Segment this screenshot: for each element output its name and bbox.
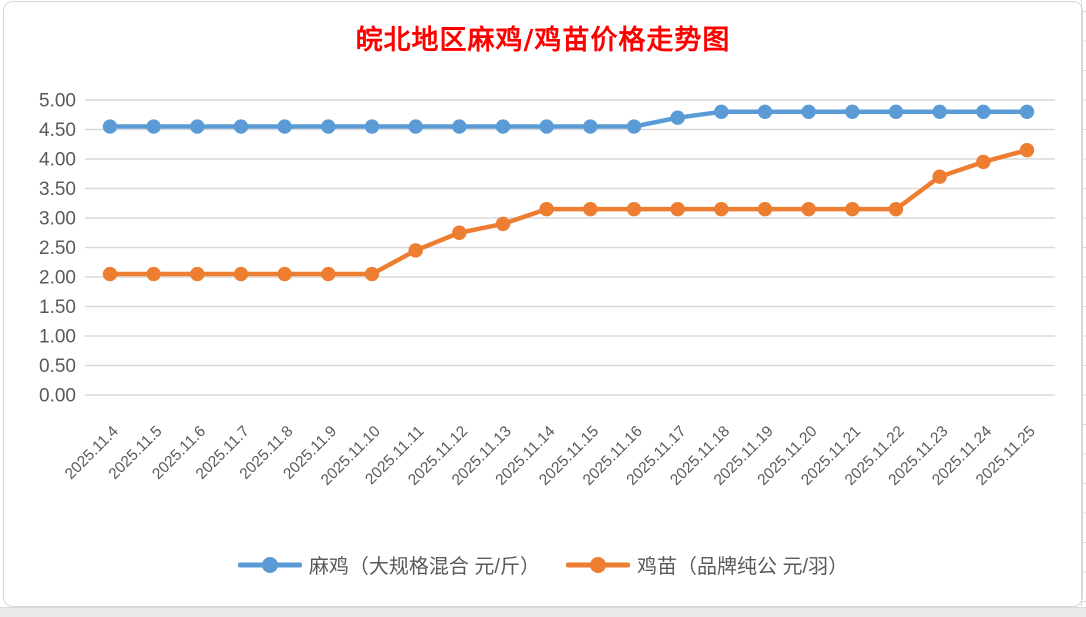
data-point-marker	[976, 154, 991, 170]
data-point-marker	[757, 104, 773, 120]
data-point-marker	[714, 104, 729, 120]
data-point-marker	[233, 266, 249, 282]
data-point-marker	[364, 119, 380, 134]
data-point-marker	[539, 201, 554, 217]
y-axis-tick-label: 3.00	[39, 209, 76, 230]
data-point-marker	[932, 104, 947, 120]
data-point-marker	[670, 201, 685, 217]
series-line-0	[107, 109, 1030, 129]
data-point-marker	[539, 119, 554, 134]
legend-item-jimiao: 鸡苗（品牌纯公 元/羽）	[566, 550, 848, 579]
data-point-marker	[452, 119, 467, 134]
data-point-marker	[408, 243, 423, 258]
data-point-marker	[801, 201, 816, 217]
data-point-marker	[190, 119, 205, 134]
data-point-marker	[146, 119, 161, 134]
legend-line-marker-maji	[237, 556, 302, 573]
data-point-marker	[102, 266, 118, 282]
data-point-marker	[364, 266, 380, 282]
data-point-marker	[102, 119, 118, 134]
data-point-marker	[714, 201, 729, 217]
data-point-marker	[146, 266, 161, 282]
y-axis-tick-label: 2.50	[39, 238, 76, 259]
chart-title: 皖北地区麻鸡/鸡苗价格走势图	[355, 25, 731, 56]
y-axis-tick-label: 3.50	[39, 179, 76, 200]
legend-label-jimiao: 鸡苗（品牌纯公 元/羽）	[637, 556, 849, 578]
data-point-marker	[845, 104, 860, 120]
y-axis-tick-label: 1.50	[39, 297, 76, 318]
data-point-marker	[321, 266, 336, 282]
data-point-marker	[321, 119, 336, 134]
data-point-marker	[1019, 104, 1035, 120]
data-point-marker	[583, 201, 598, 217]
chart-legend: 麻鸡（大规格混合 元/斤） 鸡苗（品牌纯公 元/羽）	[0, 550, 1086, 579]
legend-item-maji: 麻鸡（大规格混合 元/斤）	[237, 550, 540, 579]
data-point-marker	[626, 201, 642, 217]
data-point-marker	[277, 266, 292, 282]
data-point-marker	[452, 225, 467, 240]
data-point-marker	[233, 119, 249, 134]
data-point-marker	[757, 201, 773, 217]
y-axis-tick-label: 0.00	[39, 386, 76, 407]
y-axis-tick-label: 1.00	[39, 327, 76, 348]
series-line-1	[107, 147, 1030, 277]
data-point-marker	[888, 201, 904, 217]
data-point-marker	[583, 119, 598, 134]
data-point-marker	[932, 169, 947, 184]
chart-frame[interactable]	[3, 1, 1083, 607]
legend-line-marker-jimiao	[566, 556, 630, 573]
data-point-marker	[495, 119, 511, 134]
y-axis-tick-label: 0.50	[39, 356, 76, 377]
y-axis-tick-label: 4.50	[39, 120, 76, 141]
data-point-marker	[801, 104, 816, 120]
data-point-marker	[190, 266, 205, 282]
y-axis-tick-label: 5.00	[39, 91, 76, 112]
data-point-marker	[626, 119, 642, 134]
y-axis-tick-label: 2.00	[39, 268, 76, 289]
data-point-marker	[495, 216, 511, 232]
y-axis-tick-label: 4.00	[39, 150, 76, 171]
data-point-marker	[277, 119, 292, 134]
data-point-marker	[408, 119, 423, 134]
data-point-marker	[670, 110, 685, 125]
horizontal-scrollbar[interactable]	[0, 607, 1086, 617]
data-point-marker	[845, 201, 860, 217]
data-point-marker	[976, 104, 991, 120]
data-point-marker	[1019, 142, 1035, 158]
data-point-marker	[888, 104, 904, 120]
legend-label-maji: 麻鸡（大规格混合 元/斤）	[308, 556, 540, 578]
